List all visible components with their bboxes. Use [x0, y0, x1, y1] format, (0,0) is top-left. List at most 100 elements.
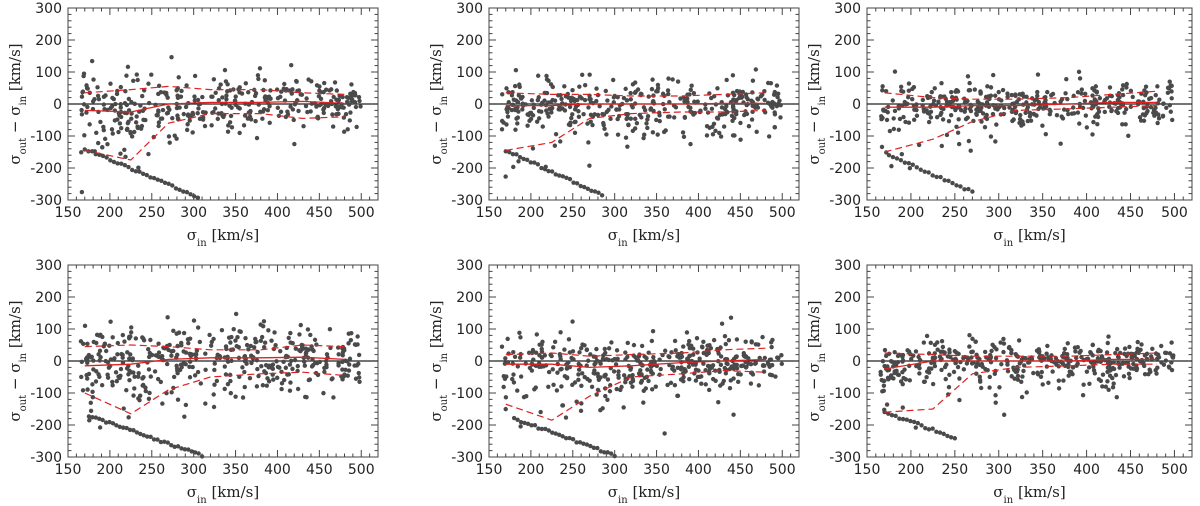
scatter-point-trail — [914, 165, 919, 170]
scatter-point-trail — [560, 174, 566, 179]
scatter-point — [110, 383, 115, 388]
scatter-point — [535, 73, 541, 78]
scatter-point — [687, 353, 693, 358]
scatter-point — [898, 379, 904, 384]
scatter-point — [649, 338, 655, 344]
scatter-point-trail — [938, 174, 943, 180]
scatter-point — [504, 374, 509, 379]
scatter-point-trail — [189, 449, 194, 454]
scatter-point — [625, 144, 630, 149]
scatter-point — [600, 111, 605, 117]
scatter-point — [928, 340, 933, 346]
scatter-point-trail — [162, 180, 168, 185]
scatter-point — [112, 356, 117, 361]
scatter-point — [122, 101, 128, 106]
scatter-point — [270, 362, 276, 367]
panel-bottom-right: 150 200 250 300 350 400 450 500-300-200-1000100… — [805, 258, 1193, 506]
scatter-point-trail — [585, 186, 591, 192]
scatter-point — [968, 108, 974, 114]
scatter-point — [582, 97, 588, 103]
scatter-point-trail — [172, 444, 177, 449]
scatter-point — [222, 67, 228, 73]
y-tick-label: 200 — [456, 290, 483, 306]
scatter-point — [227, 103, 232, 108]
scatter-point — [293, 346, 299, 351]
scatter-point — [880, 115, 885, 121]
scatter-point — [84, 372, 89, 378]
x-tick-label: 300 — [180, 462, 207, 478]
scatter-point — [1013, 92, 1018, 97]
scatter-point — [156, 123, 161, 129]
scatter-point — [552, 143, 558, 148]
scatter-point — [190, 130, 195, 135]
scatter-point — [884, 402, 890, 407]
scatter-point — [88, 408, 94, 414]
scatter-point — [1045, 89, 1050, 95]
scatter-point — [775, 91, 781, 96]
scatter-point — [1018, 118, 1024, 123]
scatter-point — [128, 330, 134, 335]
scatter-point — [654, 117, 659, 123]
scatter-point — [156, 341, 161, 346]
scatter-point — [1007, 105, 1012, 110]
scatter-point — [135, 77, 140, 83]
scatter-point-trail — [900, 416, 906, 422]
scatter-point — [1142, 353, 1148, 358]
scatter-point — [750, 90, 755, 95]
scatter-point — [191, 318, 197, 323]
scatter-point — [630, 105, 635, 110]
scatter-point — [746, 124, 752, 129]
scatter-point — [511, 164, 516, 170]
scatter-point — [1007, 344, 1012, 350]
scatter-point — [944, 99, 950, 105]
scatter-point — [509, 107, 515, 113]
scatter-point — [108, 319, 113, 324]
scatter-point-trail — [570, 437, 576, 442]
scatter-point — [521, 394, 527, 400]
scatter-point — [949, 89, 954, 95]
scatter-point — [103, 348, 109, 354]
scatter-point — [247, 376, 253, 381]
scatter-point — [1064, 77, 1069, 82]
scatter-point — [711, 337, 717, 343]
scatter-point-trail — [129, 167, 135, 173]
scatter-point-trail — [97, 416, 102, 421]
scatter-point-trail — [930, 426, 935, 431]
scatter-point — [94, 130, 99, 136]
scatter-point — [1080, 105, 1086, 111]
scatter-point — [750, 78, 756, 83]
scatter-point — [1142, 92, 1148, 98]
y-tick-label: 200 — [456, 33, 483, 49]
scatter-point — [628, 367, 633, 372]
scatter-point — [606, 107, 611, 113]
scatter-point — [997, 385, 1002, 390]
scatter-point — [690, 362, 696, 367]
scatter-point — [91, 358, 96, 363]
scatter-point — [317, 103, 323, 108]
scatter-point-trail — [528, 160, 533, 165]
scatter-point — [279, 89, 284, 94]
scatter-point — [638, 368, 643, 373]
scatter-point — [305, 327, 311, 332]
panel-top-middle: 150 200 250 300 350 400 450 500-300-200-1000100… — [427, 1, 800, 249]
scatter-point — [152, 369, 158, 374]
scatter-point — [110, 131, 115, 136]
scatter-point-trail — [894, 156, 900, 161]
scatter-point — [677, 355, 682, 360]
scatter-point — [353, 93, 358, 98]
scatter-point — [896, 104, 901, 109]
scatter-point — [237, 85, 242, 90]
scatter-point-trail — [897, 416, 902, 421]
scatter-point — [1039, 369, 1044, 375]
scatter-point — [158, 90, 164, 95]
scatter-point — [691, 352, 696, 357]
scatter-point — [346, 368, 352, 373]
y-axis-label: σout − σin [km/s] — [6, 43, 29, 164]
scatter-point — [85, 104, 90, 110]
scatter-point — [778, 103, 783, 108]
scatter-point — [309, 79, 314, 84]
scatter-point — [965, 74, 971, 79]
scatter-point — [1167, 79, 1172, 84]
scatter-point — [892, 108, 898, 114]
scatter-point — [965, 115, 970, 120]
